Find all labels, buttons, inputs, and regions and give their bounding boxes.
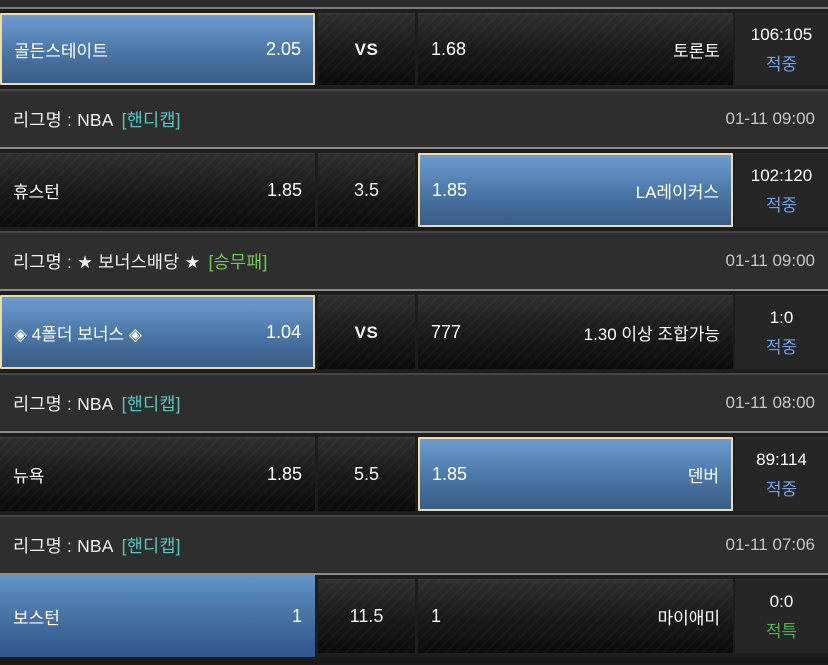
bonus-name: ◈ 4폴더 보너스 ◈ — [14, 324, 142, 344]
handicap-value: 3.5 — [353, 180, 380, 200]
league-market-tag: [핸디캡] — [121, 535, 181, 556]
home-team-name: 보스턴 — [13, 608, 60, 628]
away-odds-value: 777 — [431, 322, 462, 342]
away-odds-button[interactable]: 1.85 LA레이커스 — [418, 153, 733, 227]
match-row: 뉴욕 1.85 5.5 1.85 덴버 89:114 적중 — [0, 433, 828, 515]
match-row: 휴스턴 1.85 3.5 1.85 LA레이커스 102:120 적중 — [0, 149, 828, 231]
league-name: 리그명 : NBA — [13, 393, 114, 414]
away-odds-value: 1.85 — [432, 463, 468, 484]
home-team-name: 골든스테이트 — [14, 41, 108, 61]
home-odds-value: 1 — [291, 605, 302, 626]
result-badge: 적중 — [765, 195, 798, 215]
match-datetime: 01-11 09:00 — [725, 109, 815, 128]
final-score: 1:0 — [769, 307, 794, 327]
vs-label: VS — [354, 322, 379, 342]
score-panel: 89:114 적중 — [735, 437, 828, 511]
league-title: 리그명 : NBA [핸디캡] — [13, 107, 181, 132]
league-header: 리그명 : NBA [핸디캡] 01-11 08:00 — [0, 373, 828, 433]
away-odds-value: 1.68 — [431, 39, 467, 59]
league-market-tag: [승무패] — [208, 251, 268, 272]
away-odds-button[interactable]: 777 1.30 이상 조합가능 — [418, 295, 733, 369]
result-badge: 적중 — [765, 54, 798, 74]
match-row: 골든스테이트 2.05 VS 1.68 토론토 106:105 적중 — [0, 9, 828, 89]
league-title: 리그명 : NBA [핸디캡] — [13, 533, 181, 558]
match-datetime: 01-11 09:00 — [725, 251, 815, 270]
league-name: 리그명 : ★ 보너스배당 ★ — [13, 251, 201, 272]
home-team-name: 휴스턴 — [13, 183, 60, 202]
home-odds-button[interactable]: 보스턴 1 — [0, 575, 315, 657]
final-score: 102:120 — [750, 165, 813, 185]
league-name: 리그명 : NBA — [13, 109, 114, 130]
away-odds-button[interactable]: 1 마이애미 — [418, 579, 733, 653]
match-row: 보스턴 1 11.5 1 마이애미 0:0 적특 — [0, 575, 828, 657]
match-datetime: 01-11 08:00 — [725, 393, 815, 412]
handicap-cell: 11.5 — [318, 579, 415, 653]
league-market-tag: [핸디캡] — [121, 393, 181, 414]
home-odds-button[interactable]: 뉴욕 1.85 — [0, 437, 315, 511]
vs-cell: VS — [318, 295, 415, 369]
away-option-label: 1.30 이상 조합가능 — [583, 325, 720, 344]
home-odds-value: 1.85 — [266, 464, 302, 484]
league-name: 리그명 : NBA — [13, 535, 114, 556]
match-datetime: 01-11 07:06 — [725, 535, 815, 554]
handicap-value: 5.5 — [353, 464, 380, 484]
match-row: ◈ 4폴더 보너스 ◈ 1.04 VS 777 1.30 이상 조합가능 1:0… — [0, 291, 828, 373]
vs-cell: VS — [318, 13, 415, 85]
league-market-tag: [핸디캡] — [121, 109, 181, 130]
league-title: 리그명 : ★ 보너스배당 ★ [승무패] — [13, 249, 268, 274]
score-panel: 106:105 적중 — [735, 13, 828, 85]
score-panel: 102:120 적중 — [735, 153, 828, 227]
home-odds-button[interactable]: 휴스턴 1.85 — [0, 153, 315, 227]
away-team-name: 덴버 — [687, 466, 719, 486]
home-odds-value: 2.05 — [265, 38, 301, 59]
away-odds-button[interactable]: 1.85 덴버 — [418, 437, 733, 511]
handicap-value: 11.5 — [349, 606, 384, 626]
away-team-name: 마이애미 — [657, 609, 720, 628]
away-team-name: 토론토 — [673, 42, 720, 61]
bonus-odds-value: 1.04 — [265, 321, 301, 342]
away-odds-button[interactable]: 1.68 토론토 — [418, 13, 733, 85]
home-odds-button[interactable]: 골든스테이트 2.05 — [0, 13, 315, 85]
league-header: 리그명 : NBA [핸디캡] 01-11 07:06 — [0, 515, 828, 575]
score-panel: 0:0 적특 — [735, 579, 828, 653]
vs-label: VS — [354, 39, 379, 59]
league-header: 리그명 : NBA [핸디캡] 01-11 09:00 — [0, 89, 828, 149]
bonus-odds-button[interactable]: ◈ 4폴더 보너스 ◈ 1.04 — [0, 295, 315, 369]
result-badge: 적중 — [765, 337, 798, 357]
result-badge: 적특 — [765, 621, 798, 641]
away-odds-value: 1.85 — [432, 179, 468, 200]
previous-section-edge — [0, 0, 828, 9]
handicap-cell: 3.5 — [318, 153, 415, 227]
league-title: 리그명 : NBA [핸디캡] — [13, 391, 181, 416]
final-score: 106:105 — [750, 24, 813, 44]
away-odds-value: 1 — [431, 606, 442, 626]
home-team-name: 뉴욕 — [13, 467, 45, 486]
away-team-name: LA레이커스 — [635, 182, 719, 202]
bottom-edge — [0, 657, 828, 665]
home-odds-value: 1.85 — [266, 180, 302, 200]
final-score: 0:0 — [769, 591, 794, 611]
final-score: 89:114 — [756, 449, 807, 469]
league-header: 리그명 : ★ 보너스배당 ★ [승무패] 01-11 09:00 — [0, 231, 828, 291]
score-panel: 1:0 적중 — [735, 295, 828, 369]
result-badge: 적중 — [765, 479, 798, 499]
handicap-cell: 5.5 — [318, 437, 415, 511]
